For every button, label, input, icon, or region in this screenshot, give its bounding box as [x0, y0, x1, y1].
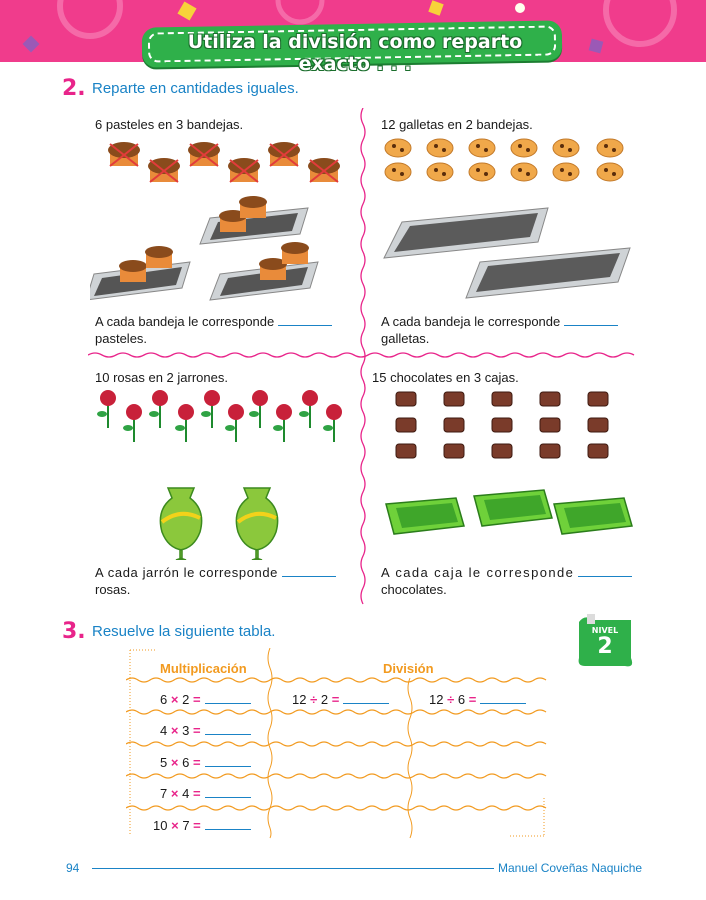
operand-b: 3	[182, 723, 190, 738]
cell-3-answer-prefix: A cada jarrón le corresponde	[95, 565, 279, 580]
equals-sign: =	[192, 755, 201, 770]
equals-sign: =	[468, 692, 477, 707]
multiply-operator: ×	[170, 723, 179, 738]
cell-2-prompt: 12 galletas en 2 bandejas.	[381, 117, 533, 132]
question-3-text: Resuelve la siguiente tabla.	[92, 623, 276, 640]
level-value: 2	[597, 634, 613, 659]
cake-icon	[108, 142, 340, 183]
question-number-3: 3.	[62, 619, 86, 644]
mult-row-2: 4 × 3 =	[160, 723, 251, 738]
answer-blank[interactable]	[204, 756, 251, 767]
question-number-2: 2.	[62, 76, 86, 101]
author-name: Manuel Coveñas Naquiche	[498, 861, 643, 875]
multiply-operator: ×	[171, 818, 179, 833]
mult-row-5: 10 × 7 =	[153, 818, 251, 833]
operand-a: 6	[160, 692, 168, 707]
cell-2-answer: A cada bandeja le corresponde galletas.	[381, 313, 636, 347]
cell-1-prompt: 6 pasteles en 3 bandejas.	[95, 117, 244, 132]
table-grid	[126, 648, 547, 839]
cell-4-answer-prefix: A cada caja le corresponde	[381, 565, 575, 580]
operand-b: 6	[457, 692, 466, 707]
answer-blank[interactable]	[343, 693, 390, 704]
cell-1-answer-suffix: pasteles.	[95, 331, 148, 346]
level-label: NIVEL	[591, 626, 619, 635]
operand-b: 6	[182, 755, 190, 770]
cell-4-answer-suffix: chocolates.	[381, 582, 447, 597]
tray-icon	[383, 207, 631, 299]
footer-rule	[92, 868, 494, 869]
answer-blank[interactable]	[204, 787, 251, 798]
operand-b: 2	[320, 692, 329, 707]
chocolate-icon	[395, 391, 609, 459]
cookies-trays-illustration	[383, 138, 631, 299]
equals-sign: =	[193, 818, 201, 833]
operand-b: 2	[182, 692, 190, 707]
level-badge: NIVEL 2	[575, 612, 637, 670]
vase-icon	[159, 487, 279, 560]
tray-icon	[90, 196, 319, 301]
mult-row-4: 7 × 4 =	[160, 786, 251, 801]
cakes-trays-illustration	[90, 142, 340, 301]
cell-4-answer-blank[interactable]	[577, 565, 632, 577]
cell-1-answer-blank[interactable]	[277, 314, 332, 326]
rose-icon	[97, 390, 342, 442]
cell-2-answer-prefix: A cada bandeja le corresponde	[381, 314, 561, 329]
equals-sign: =	[192, 786, 201, 801]
roses-vases-illustration	[97, 390, 342, 560]
level-badge-shape	[578, 614, 633, 667]
table-header-division: División	[383, 661, 434, 676]
multiply-operator: ×	[170, 755, 179, 770]
grid-dividers	[88, 108, 635, 605]
table-header-multiplication: Multiplicación	[160, 661, 247, 676]
equals-sign: =	[192, 723, 201, 738]
cell-3-prompt: 10 rosas en 2 jarrones.	[95, 370, 228, 385]
cell-1-answer-prefix: A cada bandeja le corresponde	[95, 314, 275, 329]
div-row-1-b: 12 ÷ 6 =	[429, 692, 527, 707]
operand-b: 7	[182, 818, 190, 833]
cell-4-answer: A cada caja le corresponde chocolates.	[381, 564, 636, 598]
divide-operator: ÷	[310, 692, 318, 707]
header-decoration	[22, 0, 677, 54]
question-2-text: Reparte en cantidades iguales.	[92, 80, 299, 97]
answer-blank[interactable]	[480, 693, 527, 704]
cell-3-answer-suffix: rosas.	[95, 582, 131, 597]
operand-a: 12	[292, 692, 307, 707]
operand-b: 4	[182, 786, 190, 801]
cell-2-answer-suffix: galletas.	[381, 331, 430, 346]
operand-a: 7	[160, 786, 168, 801]
div-row-1-a: 12 ÷ 2 =	[292, 692, 390, 707]
cell-1-answer: A cada bandeja le corresponde pasteles.	[95, 313, 350, 347]
multiply-operator: ×	[170, 692, 179, 707]
answer-blank[interactable]	[204, 693, 251, 704]
operand-a: 10	[153, 818, 168, 833]
equals-sign: =	[331, 692, 340, 707]
cookie-icon	[384, 138, 624, 182]
cell-2-answer-blank[interactable]	[563, 314, 618, 326]
page-title: Utiliza la división como reparto exacto …	[187, 31, 523, 75]
cell-4-prompt: 15 chocolates en 3 cajas.	[372, 370, 519, 385]
equals-sign: =	[192, 692, 201, 707]
answer-blank[interactable]	[204, 819, 251, 830]
chocolates-boxes-illustration	[385, 391, 633, 535]
operand-a: 5	[160, 755, 168, 770]
answer-blank[interactable]	[204, 724, 251, 735]
box-icon	[385, 489, 633, 535]
cell-3-answer-blank[interactable]	[281, 565, 336, 577]
cell-3-answer: A cada jarrón le corresponde rosas.	[95, 564, 350, 598]
operand-a: 12	[429, 692, 444, 707]
divide-operator: ÷	[447, 692, 455, 707]
operand-a: 4	[160, 723, 168, 738]
mult-row-3: 5 × 6 =	[160, 755, 251, 770]
mult-row-1: 6 × 2 =	[160, 692, 251, 707]
multiply-operator: ×	[170, 786, 179, 801]
page-number: 94	[66, 861, 80, 875]
